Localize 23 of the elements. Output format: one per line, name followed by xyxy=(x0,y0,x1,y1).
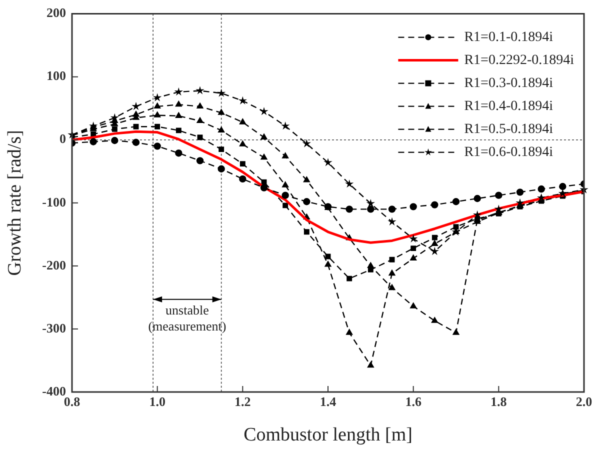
y-tick-label: 200 xyxy=(46,5,66,20)
legend-label: R1=0.6-0.1894i xyxy=(464,144,554,160)
x-tick-label: 1.6 xyxy=(405,394,422,410)
y-tick-label: -200 xyxy=(42,257,66,272)
legend-label: R1=0.2292-0.1894i xyxy=(464,52,574,68)
x-tick-label: 1.2 xyxy=(234,394,251,410)
x-tick-label: 1.0 xyxy=(149,394,166,410)
x-tick-label: 2.0 xyxy=(576,394,592,410)
y-tick-label: 0 xyxy=(60,131,66,146)
y-tick-label: -100 xyxy=(42,194,66,210)
x-tick-label: 1.4 xyxy=(320,394,337,410)
x-axis-title: Combustor length [m] xyxy=(244,424,412,446)
x-tick-label: 1.8 xyxy=(490,394,508,410)
legend-label: R1=0.1-0.1894i xyxy=(464,30,554,45)
x-tick-label: 0.8 xyxy=(64,394,81,410)
annotation: unstable (measurement) xyxy=(148,302,226,334)
y-tick-label: -300 xyxy=(42,320,66,336)
y-axis-title: Growth rate [rad/s] xyxy=(4,130,26,276)
legend-label: R1=0.5-0.1894i xyxy=(464,122,554,137)
legend-label: R1=0.4-0.1894i xyxy=(464,98,554,114)
y-tick-label: 100 xyxy=(46,68,66,84)
y-tick-label: -400 xyxy=(42,383,66,398)
legend-label: R1=0.3-0.1894i xyxy=(464,76,554,91)
